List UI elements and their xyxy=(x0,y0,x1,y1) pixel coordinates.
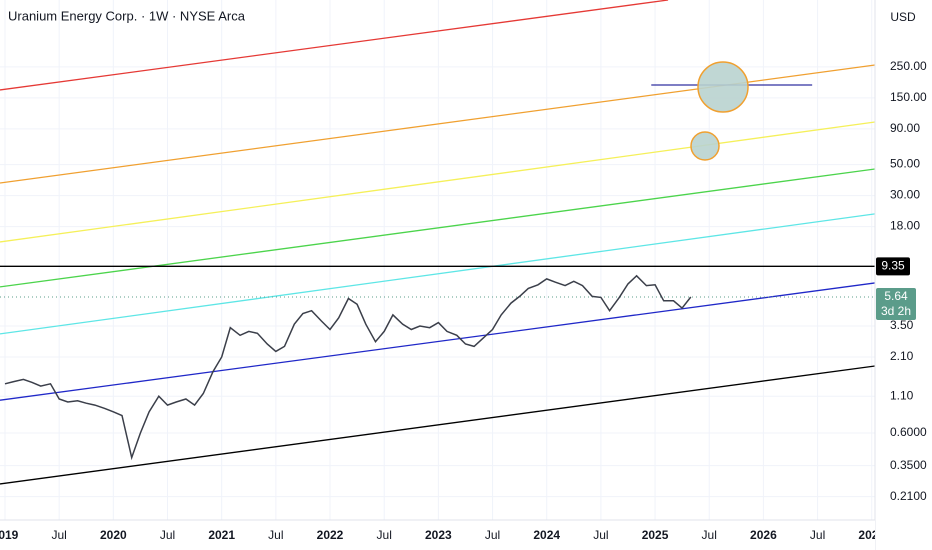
countdown-label: 3d 2h xyxy=(881,304,911,318)
x-tick-label: Jul xyxy=(593,528,608,542)
time-axis-panel xyxy=(0,520,875,550)
y-tick-label: 0.3500 xyxy=(890,458,927,472)
level-label: 9.35 xyxy=(881,258,905,272)
x-tick-label: Jul xyxy=(51,528,66,542)
trend-line xyxy=(0,365,875,485)
y-tick-label: 0.6000 xyxy=(890,425,927,439)
last-price-bg xyxy=(876,287,916,320)
x-tick-label: 2026 xyxy=(750,528,777,542)
x-tick-label: 2024 xyxy=(533,528,560,542)
x-tick-label: 2020 xyxy=(100,528,127,542)
y-tick-label: 0.2100 xyxy=(890,489,927,503)
y-tick-label: 18.00 xyxy=(890,219,920,233)
x-tick-label: Jul xyxy=(377,528,392,542)
highlight-circle xyxy=(697,61,749,113)
x-tick-label: Jul xyxy=(485,528,500,542)
y-tick-label: 150.00 xyxy=(890,90,927,104)
x-tick-label: 2019 xyxy=(0,528,19,542)
y-tick-label: 3.50 xyxy=(890,318,914,332)
level-label-bg xyxy=(876,257,910,276)
y-tick-label: 250.00 xyxy=(890,59,927,73)
x-tick-label: 2025 xyxy=(642,528,669,542)
x-tick-label: 2021 xyxy=(208,528,235,542)
trend-line xyxy=(0,0,669,91)
trend-line xyxy=(0,121,875,243)
currency-label: USD xyxy=(890,10,916,24)
x-tick-label: Jul xyxy=(268,528,283,542)
x-tick-label: Jul xyxy=(160,528,175,542)
price-line xyxy=(4,274,692,461)
x-tick-label: 2027 xyxy=(858,528,885,542)
last-price-label: 5.64 xyxy=(884,289,908,303)
trend-line xyxy=(0,282,875,401)
y-tick-label: 90.00 xyxy=(890,121,920,135)
y-tick-label: 50.00 xyxy=(890,157,920,171)
trend-line xyxy=(0,213,875,335)
y-tick-label: 30.00 xyxy=(890,188,920,202)
x-tick-label: Jul xyxy=(702,528,717,542)
highlight-circle xyxy=(690,131,720,161)
x-tick-label: Jul xyxy=(810,528,825,542)
chart-title: Uranium Energy Corp. · 1W · NYSE Arca xyxy=(8,8,246,23)
x-tick-label: 2022 xyxy=(317,528,344,542)
trend-line xyxy=(0,168,875,288)
x-axis-labels: 2019 Jul 2020 Jul 2021 Jul 2022 Jul 2023 Jul 2024 J… xyxy=(0,528,885,542)
x-tick-label: 2023 xyxy=(425,528,452,542)
y-tick-label: 2.10 xyxy=(890,349,914,363)
y-tick-label: 1.10 xyxy=(890,388,914,402)
